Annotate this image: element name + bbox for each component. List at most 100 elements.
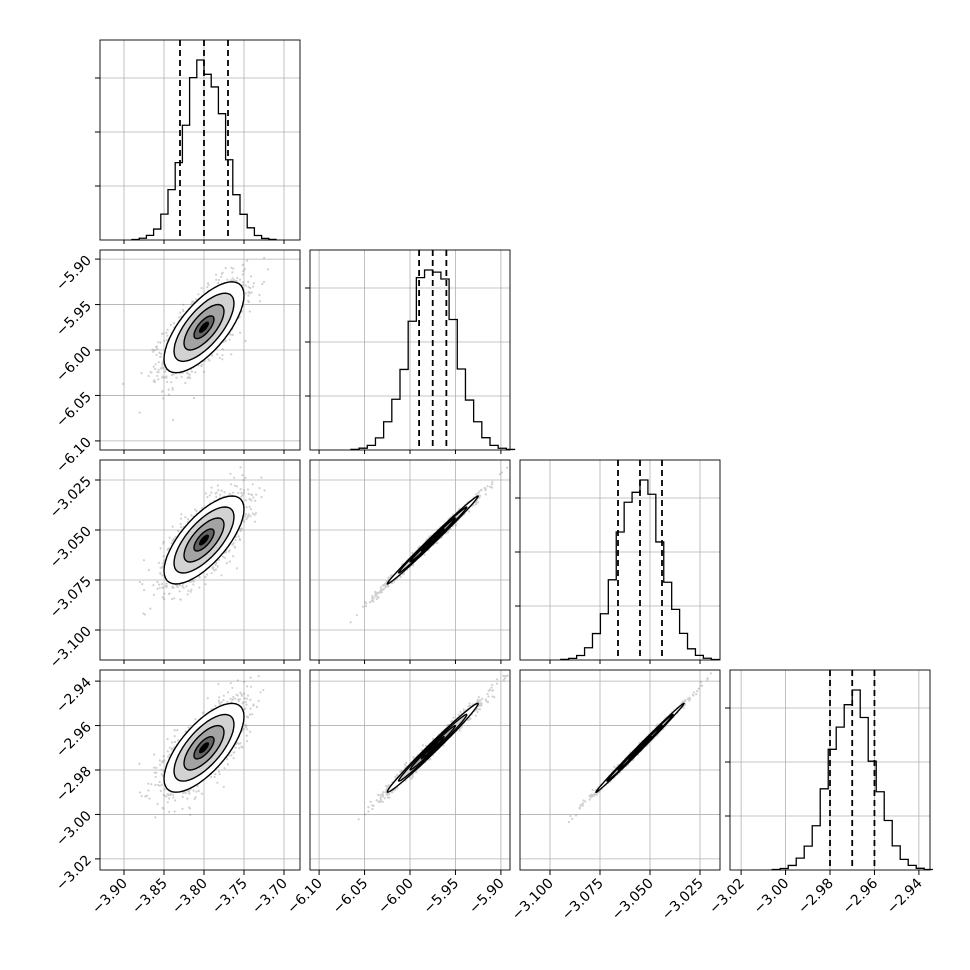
sample-point (218, 702, 222, 706)
sample-point (159, 355, 162, 358)
sample-point (190, 370, 193, 373)
sample-point (384, 586, 387, 589)
sample-point (249, 508, 252, 511)
sample-point (172, 373, 175, 376)
density-core (427, 534, 439, 546)
scatter-panel-3-2 (309, 459, 511, 661)
sample-point (377, 591, 381, 594)
sample-point (378, 591, 382, 595)
sample-point (233, 476, 236, 479)
sample-point (142, 612, 145, 615)
sample-point (205, 573, 209, 576)
sample-point (153, 753, 156, 756)
sample-point (379, 586, 382, 589)
sample-point (399, 575, 402, 579)
sample-point (143, 613, 146, 616)
sample-point (370, 600, 373, 603)
sample-point (161, 596, 164, 599)
sample-point (151, 348, 154, 351)
sample-point (157, 368, 160, 371)
sample-point (166, 548, 169, 551)
sample-point (161, 389, 164, 393)
sample-point (186, 593, 189, 596)
sample-point (262, 280, 266, 283)
sample-point (252, 285, 255, 288)
sample-point (384, 583, 387, 586)
sample-point (159, 341, 162, 344)
sample-point (178, 590, 181, 593)
contour-line (183, 517, 225, 563)
sample-point (162, 555, 165, 558)
sample-point (241, 494, 244, 497)
sample-point (387, 576, 390, 579)
sample-point (174, 535, 177, 538)
sample-point (379, 589, 383, 592)
sample-point (190, 588, 193, 591)
sample-point (192, 300, 195, 303)
sample-point (255, 493, 258, 496)
sample-point (484, 489, 487, 492)
sample-point (171, 386, 174, 390)
sample-point (472, 504, 475, 507)
sample-point (169, 323, 172, 326)
sample-point (478, 490, 481, 493)
sample-point (178, 316, 181, 319)
sample-point (374, 591, 377, 594)
sample-point (245, 703, 248, 706)
sample-point (157, 371, 160, 374)
sample-point (240, 745, 243, 748)
sample-point (226, 278, 229, 281)
sample-point (179, 311, 182, 314)
sample-point (249, 275, 253, 278)
sample-point (236, 244, 238, 246)
sample-point (478, 496, 481, 499)
sample-point (239, 466, 242, 469)
sample-point (217, 683, 220, 686)
sample-point (237, 535, 240, 538)
sample-point (182, 792, 185, 795)
sample-point (238, 278, 242, 281)
contour-line (193, 315, 215, 340)
sample-point (245, 517, 248, 520)
sample-point (158, 586, 161, 589)
sample-point (392, 580, 395, 583)
sample-point (220, 489, 223, 492)
sample-point (244, 284, 247, 287)
sample-point (171, 586, 174, 589)
sample-point (173, 735, 176, 738)
sample-point (248, 713, 251, 716)
sample-point (192, 396, 195, 400)
sample-point (235, 485, 238, 488)
sample-point (234, 546, 237, 549)
sample-point (355, 614, 358, 617)
sample-point (156, 374, 159, 378)
sample-point (242, 281, 245, 284)
sample-point (365, 602, 368, 605)
sample-point (171, 525, 174, 528)
sample-point (180, 526, 183, 529)
sample-point (246, 516, 249, 519)
sample-point (261, 282, 264, 286)
sample-point (371, 599, 374, 602)
sample-point (194, 718, 197, 721)
sample-point (376, 591, 379, 594)
sample-point (391, 582, 394, 585)
sample-point (212, 566, 215, 569)
sample-point (412, 564, 415, 567)
sample-point (179, 598, 182, 601)
sample-point (218, 701, 221, 704)
sample-point (154, 363, 157, 366)
sample-point (380, 588, 383, 591)
scatter-panel-4-1 (99, 669, 301, 871)
sample-point (215, 273, 218, 276)
sample-point (170, 381, 173, 384)
sample-point (231, 277, 234, 280)
sample-point (215, 561, 218, 565)
sample-point (221, 358, 224, 361)
sample-point (245, 506, 248, 509)
sample-point (152, 380, 155, 383)
sample-point (182, 586, 185, 589)
sample-point (187, 789, 190, 793)
sample-point (158, 583, 161, 586)
sample-point (364, 605, 367, 608)
